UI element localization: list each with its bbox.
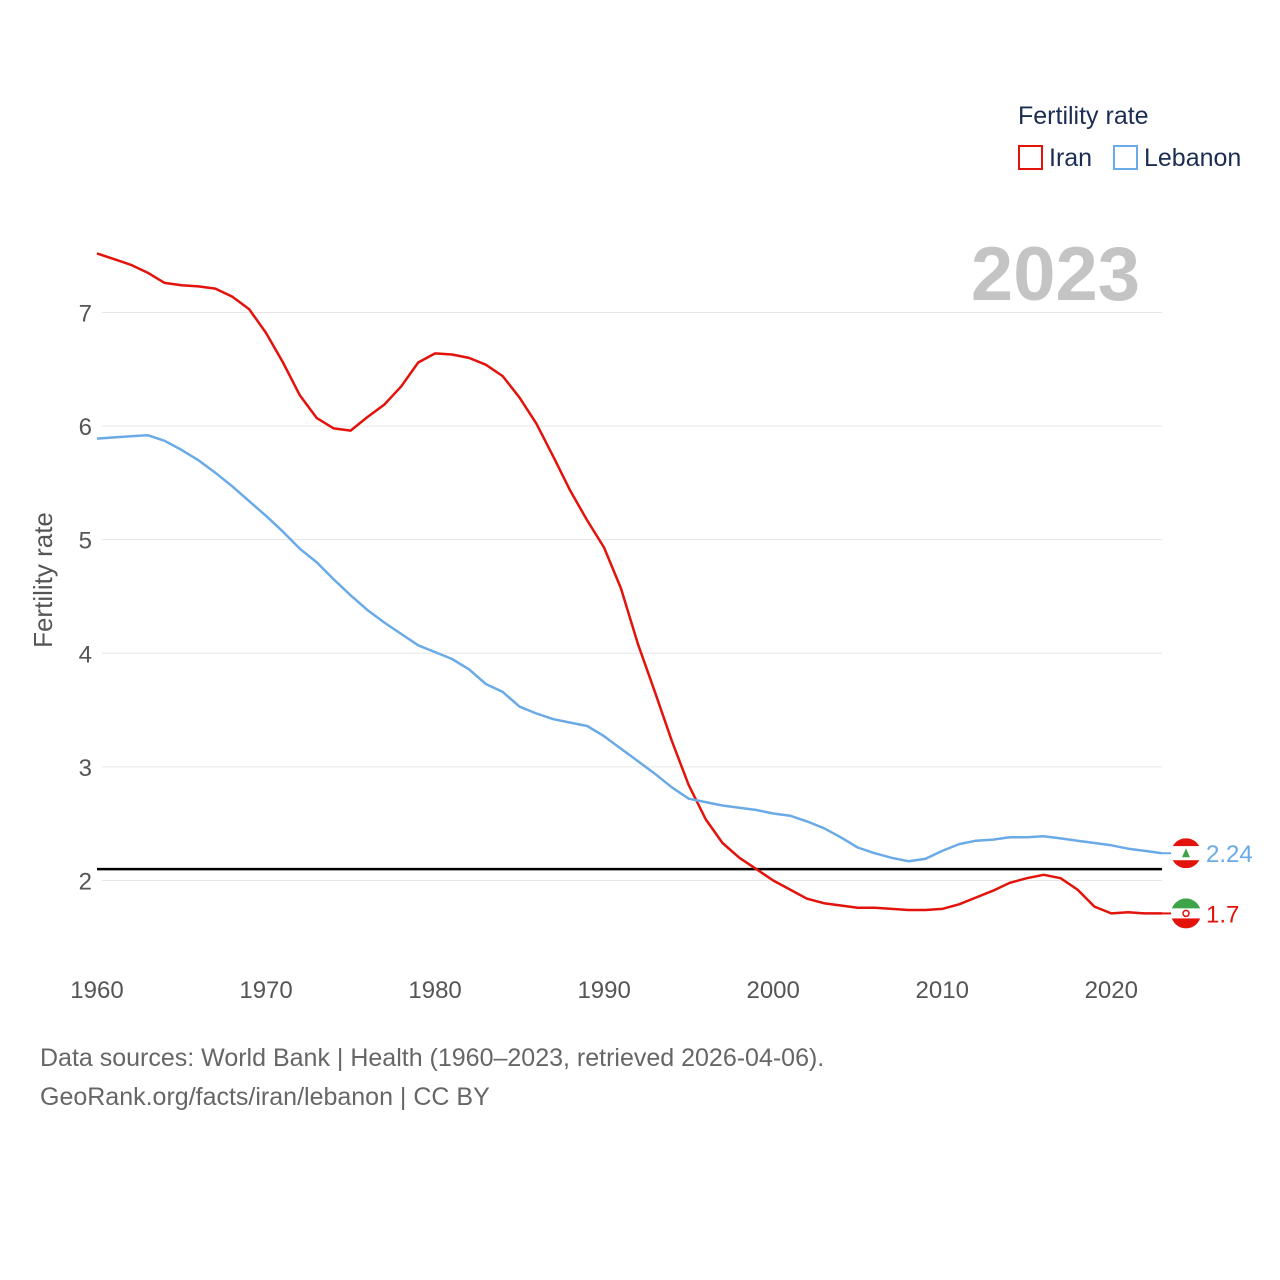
legend-title: Fertility rate	[1018, 102, 1149, 130]
x-tick-label: 1990	[577, 977, 630, 1004]
y-tick-label: 5	[79, 528, 92, 555]
legend-label-lebanon[interactable]: Lebanon	[1144, 144, 1241, 172]
legend-label-iran[interactable]: Iran	[1049, 144, 1092, 172]
x-axis-ticks: 1960 1970 1980 1990 2000 2010 2020	[70, 977, 1138, 1004]
end-markers: 1.7 2.24	[1162, 838, 1253, 929]
y-tick-label: 7	[79, 300, 92, 327]
x-tick-label: 1970	[239, 977, 292, 1004]
y-tick-label: 6	[79, 414, 92, 441]
end-label-lebanon: 2.24	[1206, 841, 1253, 868]
x-tick-label: 2010	[916, 977, 969, 1004]
legend: Fertility rate Iran Lebanon	[1018, 102, 1241, 172]
y-tick-label: 3	[79, 755, 92, 782]
x-tick-label: 2000	[746, 977, 799, 1004]
series-line-iran[interactable]	[96, 252, 1162, 915]
lebanon-flag-icon	[1171, 838, 1201, 869]
series-line-lebanon[interactable]	[96, 433, 1163, 863]
legend-swatch-lebanon[interactable]	[1113, 145, 1138, 170]
end-label-iran: 1.7	[1206, 901, 1239, 928]
x-tick-label: 2020	[1085, 977, 1138, 1004]
footer-link[interactable]: GeoRank.org/facts/iran/lebanon | CC BY	[40, 1083, 490, 1111]
y-tick-label: 2	[79, 868, 92, 895]
gridlines	[102, 311, 1162, 881]
y-tick-label: 4	[79, 641, 92, 668]
x-tick-label: 1960	[70, 977, 123, 1004]
y-axis-label: Fertility rate	[28, 512, 58, 648]
legend-swatch-iran[interactable]	[1018, 145, 1043, 170]
iran-flag-icon	[1171, 898, 1201, 929]
x-tick-label: 1980	[408, 977, 461, 1004]
y-axis-ticks: 2 3 4 5 6 7	[79, 300, 92, 895]
footer-source: Data sources: World Bank | Health (1960–…	[40, 1044, 825, 1072]
series-lines	[96, 252, 1163, 915]
year-label: 2023	[971, 232, 1140, 317]
